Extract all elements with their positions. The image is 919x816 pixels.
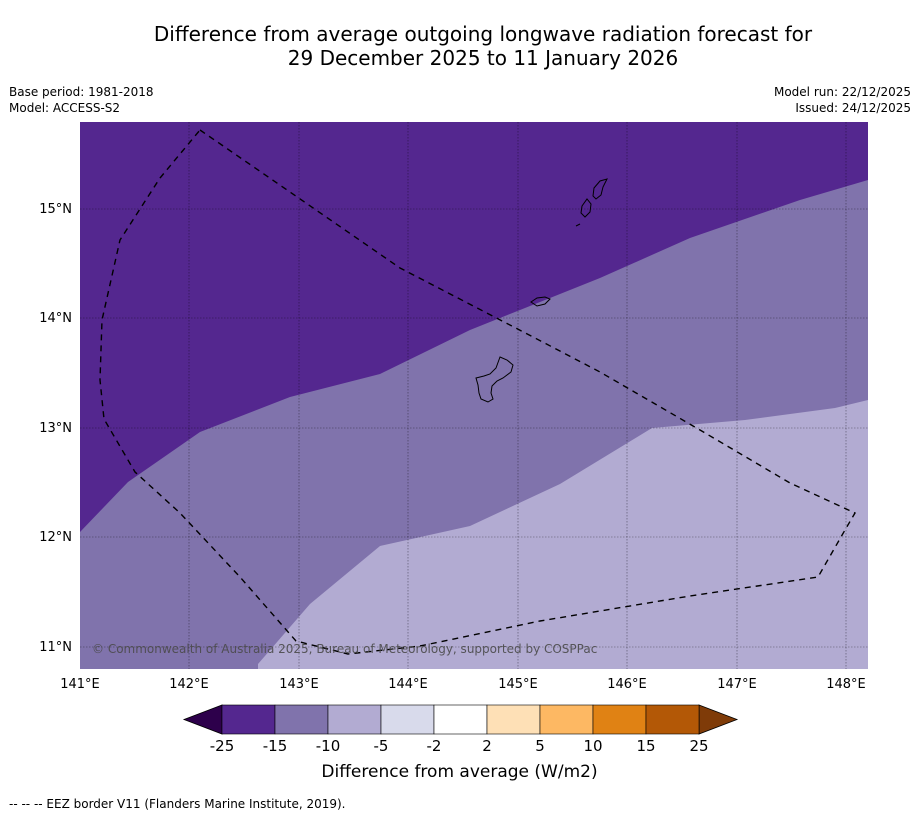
lat-label-12N: 12°N — [39, 530, 72, 545]
colorbar-tick-label: 10 — [583, 737, 602, 755]
latitude-labels: 15°N 14°N 13°N 12°N 11°N — [39, 202, 72, 655]
anomaly-band-minus15-to-minus25 — [80, 122, 868, 532]
islands — [475, 178, 608, 403]
model-label: Model: ACCESS-S2 — [9, 101, 121, 115]
aguijan-island — [575, 223, 581, 227]
title-line-1: Difference from average outgoing longwav… — [153, 22, 813, 46]
colorbar-tick-label: -2 — [427, 737, 442, 755]
copyright-text: © Commonwealth of Australia 2025, Bureau… — [92, 642, 597, 656]
colorbar-tick-label: 15 — [636, 737, 655, 755]
colorbar-tick-label: 5 — [535, 737, 545, 755]
title-line-2: 29 December 2025 to 11 January 2026 — [287, 46, 679, 70]
meta-left: Base period: 1981-2018 Model: ACCESS-S2 — [9, 84, 154, 116]
lat-label-13N: 13°N — [39, 421, 72, 436]
colorbar-swatch — [645, 704, 700, 735]
colorbar-tick-label: 25 — [689, 737, 708, 755]
lon-label-142E: 142°E — [169, 677, 209, 692]
lat-label-11N: 11°N — [39, 640, 72, 655]
colorbar-swatch — [486, 704, 541, 735]
colorbar-swatch — [327, 704, 382, 735]
lon-label-147E: 147°E — [717, 677, 757, 692]
lon-label-146E: 146°E — [607, 677, 647, 692]
lon-label-141E: 141°E — [60, 677, 100, 692]
chart-title: Difference from average outgoing longwav… — [0, 22, 919, 70]
colorbar-under-extension — [182, 704, 223, 735]
colorbar: -25 -15 -10 -5 -2 2 5 10 15 25 — [182, 704, 739, 755]
colorbar-tick-label: -10 — [316, 737, 341, 755]
colorbar-swatch — [433, 704, 488, 735]
lon-label-143E: 143°E — [279, 677, 319, 692]
saipan-island — [592, 178, 608, 200]
lat-label-15N: 15°N — [39, 202, 72, 217]
tinian-island — [580, 198, 592, 218]
lon-label-148E: 148°E — [826, 677, 866, 692]
meta-right: Model run: 22/12/2025 Issued: 24/12/2025 — [774, 84, 911, 116]
longitude-labels: 141°E 142°E 143°E 144°E 145°E 146°E 147°… — [60, 677, 866, 692]
lon-label-144E: 144°E — [388, 677, 428, 692]
anomaly-field — [80, 122, 868, 669]
colorbar-swatch — [539, 704, 594, 735]
colorbar-tick-label: -25 — [210, 737, 235, 755]
colorbar-tick-label: -15 — [263, 737, 288, 755]
lat-label-14N: 14°N — [39, 311, 72, 326]
colorbar-over-extension — [698, 704, 739, 735]
rota-island — [530, 296, 551, 307]
colorbar-swatch — [274, 704, 329, 735]
colorbar-swatch — [592, 704, 647, 735]
lon-label-145E: 145°E — [498, 677, 538, 692]
colorbar-tick-label: -5 — [374, 737, 389, 755]
model-run-label: Model run: 22/12/2025 — [773, 85, 911, 99]
base-period-label: Base period: 1981-2018 — [9, 85, 154, 99]
eez-footnote: -- -- -- EEZ border V11 (Flanders Marine… — [9, 797, 346, 811]
issued-label: Issued: 24/12/2025 — [795, 101, 911, 115]
colorbar-swatch — [221, 704, 276, 735]
colorbar-swatch — [380, 704, 435, 735]
map-svg: © Commonwealth of Australia 2025, Bureau… — [39, 122, 868, 755]
grid-lines — [80, 122, 868, 669]
colorbar-title: Difference from average (W/m2) — [321, 762, 598, 782]
colorbar-tick-label: 2 — [482, 737, 492, 755]
eez-border — [99, 129, 856, 655]
guam-island — [475, 356, 514, 403]
